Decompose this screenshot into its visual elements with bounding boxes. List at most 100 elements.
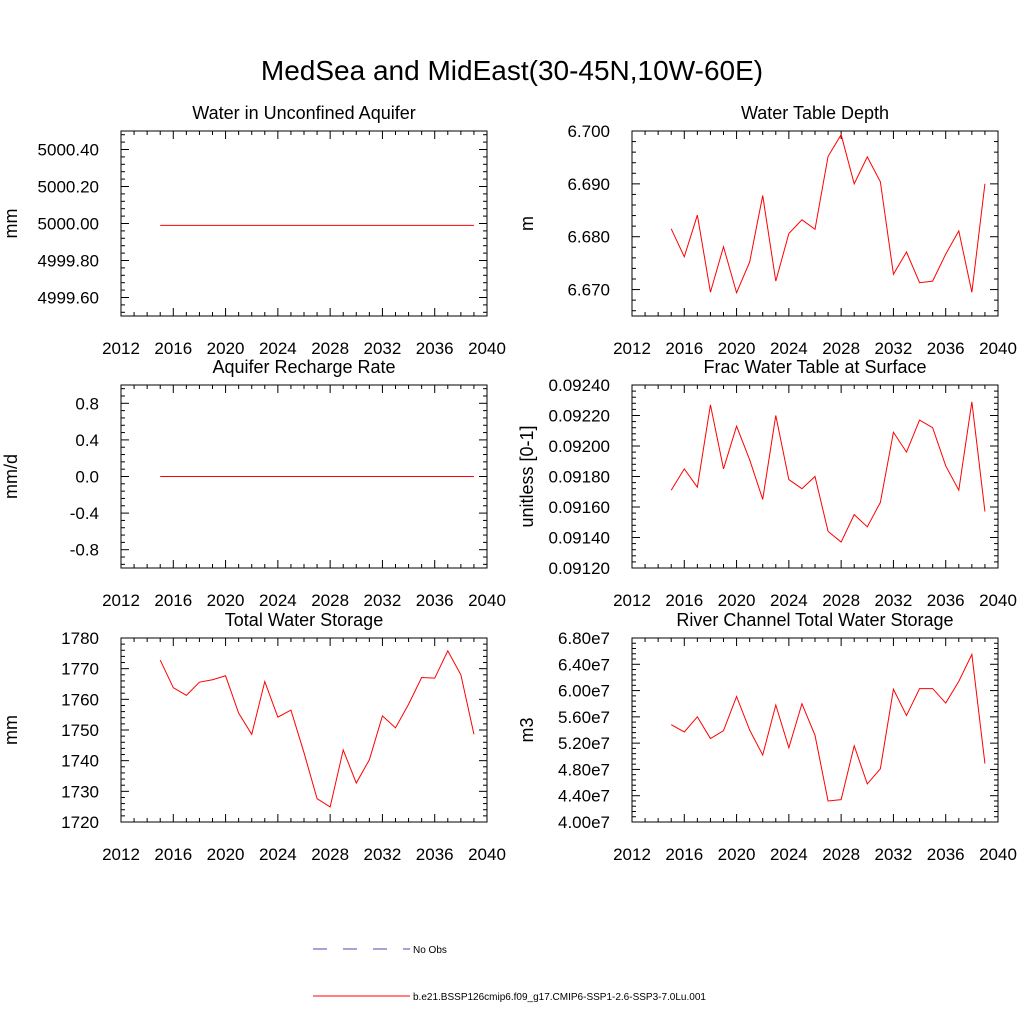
x-tick-label: 2036 bbox=[927, 845, 965, 864]
x-tick-label: 2040 bbox=[468, 339, 506, 358]
y-tick-label: 0.09200 bbox=[549, 437, 610, 456]
y-tick-label: 6.40e7 bbox=[558, 655, 610, 674]
x-tick-label: 2040 bbox=[979, 845, 1017, 864]
x-tick-label: 2040 bbox=[468, 845, 506, 864]
x-tick-label: 2032 bbox=[364, 591, 402, 610]
plot-frame bbox=[631, 130, 999, 317]
y-tick-label: 5.20e7 bbox=[558, 734, 610, 753]
x-tick-label: 2012 bbox=[613, 845, 651, 864]
y-tick-label: 1740 bbox=[61, 752, 99, 771]
x-tick-label: 2024 bbox=[770, 845, 808, 864]
y-tick-label: 5.60e7 bbox=[558, 708, 610, 727]
x-tick-label: 2020 bbox=[718, 339, 756, 358]
y-axis-label: mm/d bbox=[1, 454, 21, 499]
panel-4: Frac Water Table at Surface unitless [0-1… bbox=[517, 357, 1017, 610]
y-tick-label: 4999.80 bbox=[38, 252, 99, 271]
x-tick-label: 2020 bbox=[718, 845, 756, 864]
plot-frame bbox=[120, 637, 488, 823]
y-tick-label: 0.09140 bbox=[549, 529, 610, 548]
x-tick-label: 2032 bbox=[364, 845, 402, 864]
y-tick-label: 0.09240 bbox=[549, 376, 610, 395]
panel-title: Frac Water Table at Surface bbox=[703, 357, 926, 377]
y-tick-label: 1760 bbox=[61, 690, 99, 709]
panel-1: Water in Unconfined Aquifer mm 2012 2016 202… bbox=[1, 103, 506, 358]
x-tick-label: 2016 bbox=[665, 339, 703, 358]
y-tick-label: -0.4 bbox=[70, 504, 99, 523]
figure-title: MedSea and MidEast(30-45N,10W-60E) bbox=[260, 55, 764, 86]
plot-frame bbox=[631, 637, 999, 823]
x-tick-label: 2016 bbox=[154, 845, 192, 864]
y-tick-label: 6.670 bbox=[567, 281, 610, 300]
x-tick-label: 2024 bbox=[259, 845, 297, 864]
x-tick-label: 2036 bbox=[416, 845, 454, 864]
y-tick-label: 6.80e7 bbox=[558, 629, 610, 648]
x-tick-label: 2040 bbox=[468, 591, 506, 610]
x-tick-label: 2016 bbox=[665, 591, 703, 610]
y-axis-label: mm bbox=[1, 715, 21, 745]
y-axis-label: mm bbox=[1, 209, 21, 239]
model-series-line bbox=[159, 649, 475, 808]
panel-title: Total Water Storage bbox=[225, 610, 383, 630]
x-tick-label: 2020 bbox=[718, 591, 756, 610]
y-tick-label: 5000.40 bbox=[38, 141, 99, 160]
y-tick-label: 1750 bbox=[61, 721, 99, 740]
y-tick-label: 0.09160 bbox=[549, 498, 610, 517]
x-tick-label: 2032 bbox=[364, 339, 402, 358]
x-tick-label: 2028 bbox=[822, 591, 860, 610]
x-tick-label: 2032 bbox=[875, 591, 913, 610]
x-tick-label: 2028 bbox=[311, 845, 349, 864]
y-tick-label: 0.09220 bbox=[549, 407, 610, 426]
panel-6: River Channel Total Water Storage m3 2012 2… bbox=[517, 610, 1017, 864]
x-tick-label: 2020 bbox=[207, 591, 245, 610]
x-tick-label: 2012 bbox=[102, 339, 140, 358]
panel-title: Water in Unconfined Aquifer bbox=[192, 103, 415, 123]
model-series-line bbox=[670, 652, 986, 802]
x-tick-label: 2036 bbox=[416, 591, 454, 610]
plot-frame bbox=[120, 130, 488, 317]
x-tick-label: 2032 bbox=[875, 845, 913, 864]
x-tick-label: 2032 bbox=[875, 339, 913, 358]
x-tick-label: 2024 bbox=[770, 339, 808, 358]
y-tick-label: 6.680 bbox=[567, 228, 610, 247]
x-tick-label: 2028 bbox=[822, 845, 860, 864]
x-tick-label: 2012 bbox=[613, 591, 651, 610]
panel-title: Aquifer Recharge Rate bbox=[212, 357, 395, 377]
y-tick-label: 4999.60 bbox=[38, 289, 99, 308]
y-tick-label: -0.8 bbox=[70, 541, 99, 560]
x-tick-label: 2016 bbox=[154, 591, 192, 610]
panel-2: Water Table Depth m 2012 2016 2020 2024 2028 20… bbox=[517, 103, 1017, 358]
x-tick-label: 2012 bbox=[102, 845, 140, 864]
model-series-line bbox=[670, 133, 986, 295]
x-tick-label: 2016 bbox=[665, 845, 703, 864]
x-tick-label: 2036 bbox=[416, 339, 454, 358]
x-tick-label: 2036 bbox=[927, 339, 965, 358]
panel-title: River Channel Total Water Storage bbox=[676, 610, 953, 630]
x-tick-label: 2028 bbox=[822, 339, 860, 358]
x-tick-label: 2012 bbox=[613, 339, 651, 358]
y-tick-label: 0.09120 bbox=[549, 559, 610, 578]
y-tick-label: 0.0 bbox=[75, 468, 99, 487]
x-tick-label: 2028 bbox=[311, 339, 349, 358]
y-axis-label: m bbox=[517, 216, 537, 231]
y-tick-label: 1780 bbox=[61, 629, 99, 648]
panel-5: Total Water Storage mm 2012 2016 2020 2024 202… bbox=[1, 610, 506, 864]
x-tick-label: 2040 bbox=[979, 591, 1017, 610]
x-tick-label: 2016 bbox=[154, 339, 192, 358]
x-tick-label: 2036 bbox=[927, 591, 965, 610]
y-tick-label: 4.00e7 bbox=[558, 813, 610, 832]
x-tick-label: 2024 bbox=[259, 591, 297, 610]
x-tick-label: 2020 bbox=[207, 339, 245, 358]
y-tick-label: 4.80e7 bbox=[558, 760, 610, 779]
y-tick-label: 6.00e7 bbox=[558, 682, 610, 701]
y-tick-label: 1730 bbox=[61, 782, 99, 801]
y-tick-label: 6.690 bbox=[567, 175, 610, 194]
y-axis-label: m3 bbox=[517, 717, 537, 742]
x-tick-label: 2020 bbox=[207, 845, 245, 864]
y-tick-label: 5000.20 bbox=[38, 178, 99, 197]
y-tick-label: 5000.00 bbox=[38, 215, 99, 234]
legend-model-label: b.e21.BSSP126cmip6.f09_g17.CMIP6-SSP1-2.… bbox=[413, 992, 706, 1003]
y-tick-label: 1720 bbox=[61, 813, 99, 832]
x-tick-label: 2040 bbox=[979, 339, 1017, 358]
x-tick-label: 2012 bbox=[102, 591, 140, 610]
